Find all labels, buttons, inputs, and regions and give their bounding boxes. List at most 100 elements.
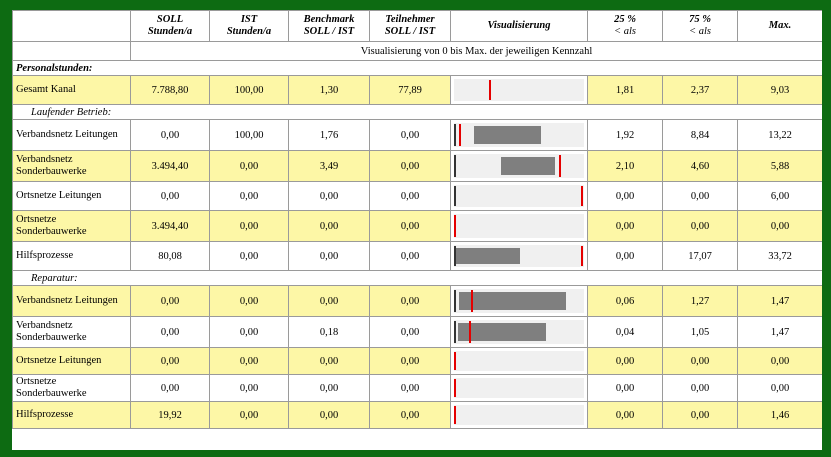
row-label: Ortsnetze Leitungen [12, 181, 131, 211]
cell-teilnehmer: 0,00 [369, 374, 451, 402]
cell-soll: 0,00 [130, 181, 210, 211]
header-teilnehmer-line1: Teilnehmer [385, 14, 435, 25]
table-row: Ortsnetze Sonderbauwerke 3.494,40 0,00 0,00… [12, 210, 822, 242]
cell-p75: 4,60 [662, 150, 738, 182]
section-label: Reparatur: [12, 270, 822, 286]
cell-p75: 0,00 [662, 401, 738, 429]
cell-ist: 0,00 [209, 374, 289, 402]
table-row: Gesamt Kanal 7.788,80 100,00 1,30 77,89 1,81 2… [12, 75, 822, 105]
cell-p75: 2,37 [662, 75, 738, 105]
visualisierung-track [454, 289, 584, 313]
header-p25: 25 % < als [587, 10, 663, 42]
section-row-laufend: Laufender Betrieb: [12, 104, 822, 120]
quartile-bar [459, 291, 566, 311]
cell-ist: 0,00 [209, 347, 289, 375]
header-ist: IST Stunden/a [209, 10, 289, 42]
cell-soll: 0,00 [130, 374, 210, 402]
cell-benchmark: 0,00 [288, 347, 370, 375]
cell-teilnehmer: 77,89 [369, 75, 451, 105]
quartile-bar [454, 247, 521, 265]
visualisierung-track [454, 185, 584, 207]
value-marker [580, 186, 583, 206]
visualisierung-cell [450, 181, 588, 211]
cell-ist: 0,00 [209, 401, 289, 429]
cell-max: 5,88 [737, 150, 822, 182]
cell-max: 1,47 [737, 285, 822, 317]
cell-max: 0,00 [737, 347, 822, 375]
cell-soll: 80,08 [130, 241, 210, 271]
visualisierung-track [454, 79, 584, 101]
cell-teilnehmer: 0,00 [369, 181, 451, 211]
header-teilnehmer-line2: SOLL / IST [384, 26, 436, 37]
zero-tick [454, 186, 456, 206]
kennzahlen-table: SOLL Stunden/a IST Stunden/a Benchmark SOLL… [12, 10, 822, 429]
cell-p25: 0,00 [587, 374, 663, 402]
table-body: Visualisierung von 0 bis Max. der jeweil… [12, 41, 822, 429]
cell-benchmark: 0,00 [288, 241, 370, 271]
header-ist-line2: Stunden/a [226, 26, 272, 37]
cell-benchmark: 1,30 [288, 75, 370, 105]
value-marker [454, 215, 456, 237]
visualisierung-track [454, 123, 584, 147]
cell-p75: 1,27 [662, 285, 738, 317]
visualisierung-cell [450, 316, 588, 348]
cell-p25: 0,00 [587, 241, 663, 271]
value-marker [459, 124, 462, 146]
table-row: Verbandsnetz Sonderbauwerke 0,00 0,00 0,18 0… [12, 316, 822, 348]
value-marker [470, 290, 473, 312]
quartile-bar [473, 125, 542, 145]
cell-p25: 0,00 [587, 401, 663, 429]
kennzahlen-sheet: SOLL Stunden/a IST Stunden/a Benchmark SOLL… [12, 10, 822, 450]
cell-ist: 0,00 [209, 241, 289, 271]
cell-benchmark: 0,00 [288, 401, 370, 429]
cell-max: 33,72 [737, 241, 822, 271]
caption-row: Visualisierung von 0 bis Max. der jeweil… [12, 41, 822, 61]
row-label: Verbandsnetz Sonderbauwerke [12, 150, 131, 182]
cell-benchmark: 1,76 [288, 119, 370, 151]
cell-soll: 0,00 [130, 347, 210, 375]
cell-ist: 100,00 [209, 119, 289, 151]
cell-soll: 19,92 [130, 401, 210, 429]
cell-ist: 0,00 [209, 285, 289, 317]
value-marker [558, 155, 561, 177]
cell-p25: 0,04 [587, 316, 663, 348]
cell-benchmark: 0,00 [288, 285, 370, 317]
table-row: Ortsnetze Leitungen 0,00 0,00 0,00 0,00 0,00 0… [12, 347, 822, 375]
zero-tick [454, 246, 456, 266]
value-marker [454, 406, 456, 424]
cell-p75: 0,00 [662, 210, 738, 242]
row-label: Verbandsnetz Leitungen [12, 285, 131, 317]
caption-text: Visualisierung von 0 bis Max. der jeweil… [130, 41, 822, 61]
header-teilnehmer: Teilnehmer SOLL / IST [369, 10, 451, 42]
header-p75-line2: < als [689, 26, 711, 37]
cell-soll: 7.788,80 [130, 75, 210, 105]
cell-p25: 0,00 [587, 347, 663, 375]
quartile-bar [457, 322, 547, 342]
header-soll-line1: SOLL [156, 14, 184, 25]
value-marker [469, 321, 472, 343]
header-p25-line2: < als [614, 26, 636, 37]
table-row: Verbandsnetz Leitungen 0,00 0,00 0,00 0,00 0,… [12, 285, 822, 317]
visualisierung-track [454, 320, 584, 344]
zero-tick [454, 290, 456, 312]
table-row: Hilfsprozesse 80,08 0,00 0,00 0,00 0,00 17,07 3… [12, 241, 822, 271]
table-row: Hilfsprozesse 19,92 0,00 0,00 0,00 0,00 0,00 1,… [12, 401, 822, 429]
cell-benchmark: 0,00 [288, 181, 370, 211]
header-p75-line1: 75 % [689, 14, 711, 25]
cell-max: 1,47 [737, 316, 822, 348]
cell-benchmark: 0,00 [288, 374, 370, 402]
visualisierung-cell [450, 347, 588, 375]
header-benchmark-line2: SOLL / IST [303, 26, 355, 37]
header-benchmark: Benchmark SOLL / IST [288, 10, 370, 42]
cell-teilnehmer: 0,00 [369, 316, 451, 348]
visualisierung-cell [450, 285, 588, 317]
cell-ist: 0,00 [209, 210, 289, 242]
header-row: SOLL Stunden/a IST Stunden/a Benchmark SOLL… [12, 10, 822, 42]
table-row: Verbandsnetz Sonderbauwerke 3.494,40 0,00 3… [12, 150, 822, 182]
cell-p75: 1,05 [662, 316, 738, 348]
section-row-personal: Personalstunden: [12, 60, 822, 76]
cell-max: 1,46 [737, 401, 822, 429]
table-row: Ortsnetze Leitungen 0,00 0,00 0,00 0,00 0,00 0… [12, 181, 822, 211]
visualisierung-track [454, 214, 584, 238]
cell-p25: 2,10 [587, 150, 663, 182]
